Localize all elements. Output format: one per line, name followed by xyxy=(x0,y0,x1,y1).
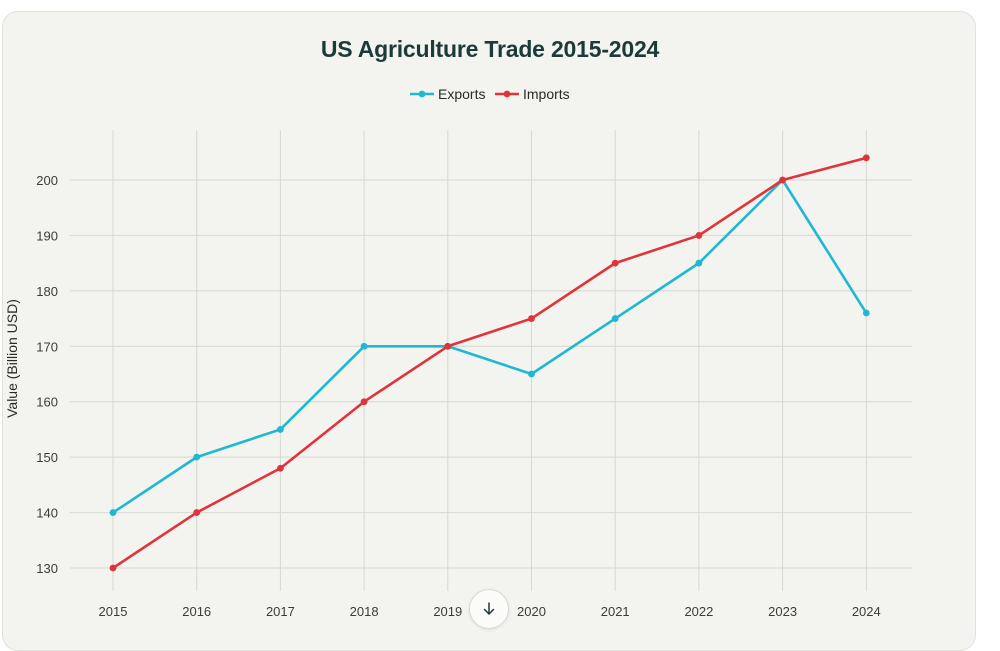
chart-card xyxy=(2,11,976,651)
y-tick-label: 170 xyxy=(36,339,58,354)
exports-point[interactable] xyxy=(277,426,284,433)
imports-line xyxy=(111,156,868,570)
x-tick-label: 2019 xyxy=(433,604,462,619)
imports-point[interactable] xyxy=(444,342,452,350)
imports-point[interactable] xyxy=(695,232,703,239)
legend-item-imports[interactable]: Imports xyxy=(495,86,570,102)
x-tick-label: 2020 xyxy=(517,604,546,619)
imports-point[interactable] xyxy=(611,259,619,267)
exports-point[interactable] xyxy=(360,342,368,350)
imports-point[interactable] xyxy=(360,398,368,406)
imports-point[interactable] xyxy=(862,154,870,162)
y-tick-label: 160 xyxy=(36,395,58,410)
y-tick-label: 200 xyxy=(36,173,58,188)
x-tick-label: 2024 xyxy=(852,604,881,619)
chart-title: US Agriculture Trade 2015-2024 xyxy=(320,36,660,62)
exports-point[interactable] xyxy=(193,453,201,461)
exports-point[interactable] xyxy=(611,315,619,322)
exports-point[interactable] xyxy=(528,370,535,378)
arrow-down-icon xyxy=(483,602,495,615)
x-tick-label: 2016 xyxy=(182,604,211,619)
y-tick-label: 190 xyxy=(36,228,58,243)
x-tick-label: 2023 xyxy=(768,604,797,619)
x-tick-label: 2021 xyxy=(601,604,630,619)
y-tick-label: 140 xyxy=(36,506,58,521)
exports-point[interactable] xyxy=(109,509,117,516)
imports-point[interactable] xyxy=(193,509,201,516)
imports-point[interactable] xyxy=(109,564,117,572)
exports-line xyxy=(111,178,868,514)
y-tick-label: 150 xyxy=(36,450,58,465)
imports-point[interactable] xyxy=(779,176,786,184)
x-tick-label: 2022 xyxy=(684,604,713,619)
x-tick-label: 2018 xyxy=(350,604,379,619)
scroll-down-button[interactable] xyxy=(469,589,509,629)
legend-item-exports[interactable]: Exports xyxy=(410,86,485,102)
x-tick-label: 2015 xyxy=(99,604,128,619)
y-tick-label: 180 xyxy=(36,284,58,299)
imports-point[interactable] xyxy=(528,315,535,322)
exports-point[interactable] xyxy=(695,259,703,267)
legend-marker-imports xyxy=(503,90,511,98)
line-chart: 130 140 150 160 170 180 190 200 2015 2016 2017 2018… xyxy=(4,86,912,619)
legend-label-exports: Exports xyxy=(438,86,485,102)
y-axis-label: Value (Billion USD) xyxy=(4,299,20,418)
y-tick-label: 130 xyxy=(36,561,58,576)
legend-marker-exports xyxy=(418,90,426,98)
legend-label-imports: Imports xyxy=(523,86,570,102)
imports-point[interactable] xyxy=(277,464,284,472)
x-tick-label: 2017 xyxy=(266,604,295,619)
exports-point[interactable] xyxy=(862,309,870,317)
